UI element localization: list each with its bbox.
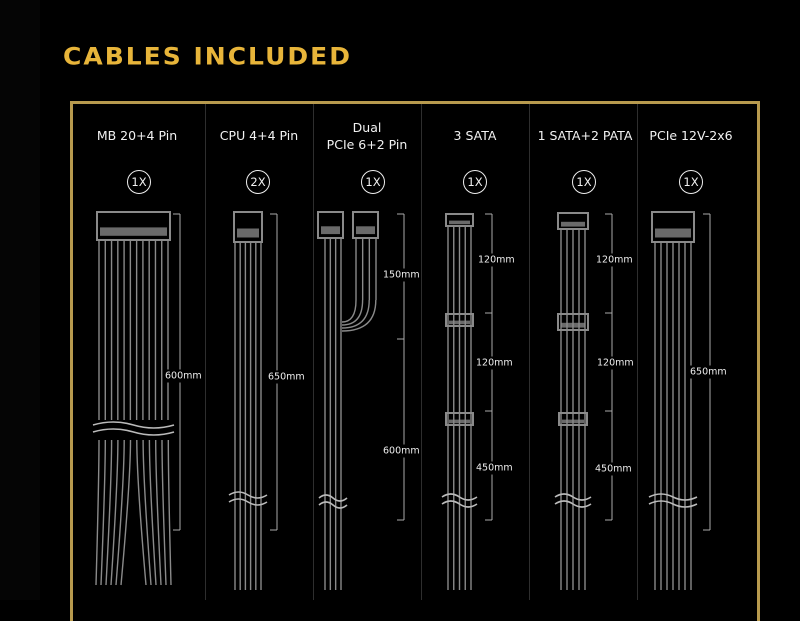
length-label: 450mm: [476, 461, 513, 475]
break-mark: [648, 500, 698, 508]
connector-body: [321, 226, 340, 235]
cable-wire: [110, 439, 119, 586]
cable-title-cpu: CPU 4+4 Pin: [199, 127, 319, 144]
length-label: 600mm: [383, 444, 420, 458]
length-label: 450mm: [595, 462, 632, 476]
cable-title-sata: 3 SATA: [415, 127, 535, 144]
break-mark: [92, 428, 175, 436]
length-label: 650mm: [690, 365, 727, 379]
column-divider: [205, 104, 206, 600]
cable-wire: [155, 439, 162, 586]
break-mark: [441, 493, 478, 501]
cable-title-sata-pata: 1 SATA+2 PATA: [525, 127, 645, 144]
page-title: CABLES INCLUDED: [63, 42, 352, 71]
cable-name: 3 SATA: [453, 128, 497, 143]
connector-body: [237, 228, 259, 238]
connector-body: [655, 228, 691, 238]
cable-illustrations: [92, 211, 711, 590]
length-label: 120mm: [597, 356, 634, 370]
column-divider: [637, 104, 638, 600]
column-divider: [421, 104, 422, 600]
quantity-badge: 1X: [361, 170, 385, 194]
cable-wire: [120, 439, 132, 586]
break-mark: [228, 498, 268, 506]
cable-wire: [148, 439, 157, 586]
cable-wire: [95, 439, 100, 586]
column-divider: [313, 104, 314, 600]
connector-body: [449, 220, 470, 225]
connector-body: [356, 226, 375, 235]
cable-wire: [136, 439, 147, 586]
cable-name: MB 20+4 Pin: [96, 128, 178, 143]
quantity-badge: 1X: [572, 170, 596, 194]
length-label: 650mm: [268, 370, 305, 384]
cable-name: CPU 4+4 Pin: [219, 128, 299, 143]
break-mark: [648, 493, 698, 501]
cable-wire: [115, 439, 125, 586]
cable-title-12v: PCIe 12V-2x6: [631, 127, 751, 144]
cable-wire: [142, 439, 152, 586]
connector: [96, 211, 171, 241]
cable-wire: [341, 299, 370, 329]
cable-wire: [341, 299, 357, 323]
quantity-badge: 1X: [679, 170, 703, 194]
cable-name: PCIe 12V-2x6: [649, 128, 733, 143]
break-mark: [441, 500, 478, 508]
connector-body: [100, 227, 167, 236]
cable-wire: [167, 439, 172, 586]
cable-wire: [341, 299, 364, 326]
break-mark: [554, 500, 592, 508]
break-mark: [228, 491, 268, 499]
cable-title-pcie: Dual PCIe 6+2 Pin: [307, 119, 427, 153]
cable-name: PCIe 6+2 Pin: [326, 137, 408, 152]
break-mark: [318, 494, 348, 502]
length-label: 600mm: [165, 369, 202, 383]
break-mark: [92, 421, 175, 429]
cable-wire: [341, 299, 377, 332]
length-label: 150mm: [383, 268, 420, 282]
cable-wire: [100, 439, 106, 586]
quantity-badge: 1X: [127, 170, 151, 194]
cable-wire: [161, 439, 167, 586]
length-label: 120mm: [476, 356, 513, 370]
left-edge: [0, 0, 40, 600]
quantity-badge: 2X: [246, 170, 270, 194]
length-label: 120mm: [478, 253, 515, 267]
break-mark: [554, 493, 592, 501]
cable-name: 1 SATA+2 PATA: [537, 128, 633, 143]
length-label: 120mm: [596, 253, 633, 267]
cable-name-line1: Dual: [352, 120, 382, 135]
quantity-badge: 1X: [463, 170, 487, 194]
break-mark: [318, 501, 348, 509]
cables-frame: [70, 101, 760, 621]
connector-body: [561, 221, 585, 227]
cable-wire: [105, 439, 113, 586]
column-divider: [529, 104, 530, 600]
cable-title-mb: MB 20+4 Pin: [77, 127, 197, 144]
